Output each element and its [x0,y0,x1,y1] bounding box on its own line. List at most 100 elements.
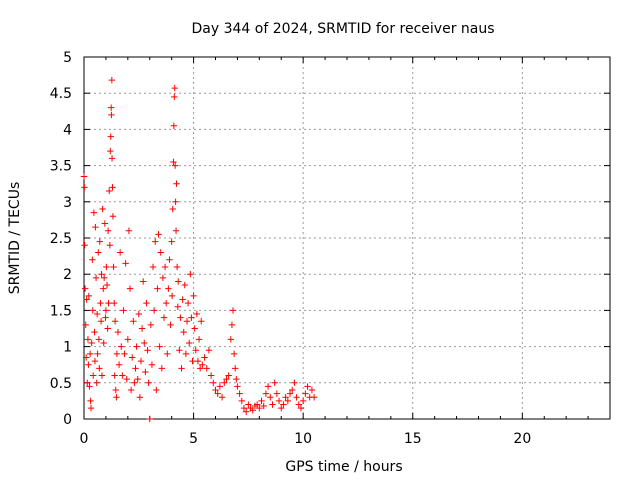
data-point [184,299,192,307]
y-tick-label: 5 [63,50,72,66]
data-point [199,361,206,368]
x-tick-label: 15 [404,431,422,447]
data-point [101,220,109,227]
data-point [170,122,178,129]
x-tick-label: 10 [294,431,312,447]
y-tick-label: 2.5 [50,231,72,247]
grid [84,57,610,419]
data-point [135,310,142,318]
data-point [98,271,105,278]
data-point [90,209,98,216]
data-point [210,379,217,386]
data-point [105,299,112,307]
data-point [238,397,245,405]
data-point [91,328,98,336]
data-point [194,357,202,365]
data-point [86,383,93,390]
y-tick-label: 0 [63,412,72,428]
data-point [108,155,116,162]
data-point [165,285,172,292]
y-tick-label: 4.5 [50,86,72,102]
data-point [120,307,127,314]
data-point [282,394,289,401]
data-point [134,375,141,383]
data-point [127,386,135,394]
data-point [195,336,203,343]
data-point [95,336,103,343]
data-point [89,307,96,314]
data-point [160,314,168,321]
data-points [80,76,318,423]
data-point [107,133,114,140]
data-point [110,263,117,271]
data-point [82,321,89,329]
data-point [245,401,252,408]
data-point [119,372,126,379]
data-point [205,347,213,354]
data-point [180,328,187,336]
data-point [297,404,305,412]
data-point [182,350,190,358]
data-point [113,394,120,401]
y-tick-label: 1.5 [50,303,72,319]
data-point [158,365,166,372]
data-point [207,372,215,379]
data-point [82,354,90,361]
data-point [258,397,265,405]
data-point [191,325,198,332]
data-point [291,379,298,386]
data-point [123,375,130,383]
data-point [152,238,159,245]
data-point [109,213,117,220]
data-point [196,365,204,372]
data-point [264,383,272,390]
data-point [112,386,119,394]
data-point [218,394,226,401]
data-point [115,361,123,368]
data-point [273,390,281,397]
data-point [230,350,238,358]
data-point [106,187,113,195]
data-point [174,303,182,310]
data-point [304,383,311,390]
data-point [131,379,138,386]
data-point [240,404,248,412]
plot-frame [83,56,611,420]
data-point [188,314,195,321]
data-point [275,397,283,405]
data-point [176,347,183,354]
data-point [162,299,170,307]
data-point [161,263,169,271]
y-tick-label: 3 [63,195,72,211]
x-axis-label: GPS time / hours [285,459,402,475]
data-point [133,343,140,350]
data-point [242,408,250,415]
x-ticks: 0 5 10 15 20 [80,57,611,447]
data-point [286,390,294,397]
data-point [111,318,119,325]
data-point [232,365,239,372]
data-point [104,227,112,234]
data-point [92,223,99,231]
y-tick-label: 2 [63,267,72,283]
data-point [249,407,256,414]
data-point [186,339,193,347]
data-point [91,357,99,365]
data-point [89,256,96,263]
data-point [141,339,148,347]
x-tick-label: 5 [189,431,198,447]
data-point [80,173,88,180]
data-point [116,249,124,256]
data-point [269,401,276,408]
data-point [85,361,92,368]
y-tick-label: 1 [63,340,72,356]
data-point [102,307,110,314]
data-point [156,343,163,350]
data-point [280,401,287,408]
data-point [216,383,224,390]
data-point [193,310,201,318]
data-point [172,198,179,205]
data-point [106,242,114,249]
data-point [114,328,122,336]
